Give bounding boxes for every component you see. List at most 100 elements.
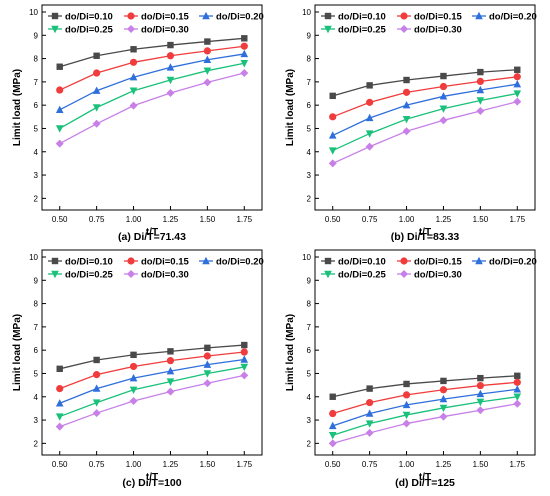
data-point bbox=[129, 73, 138, 81]
data-point bbox=[329, 409, 337, 418]
data-point bbox=[365, 130, 374, 138]
data-point bbox=[203, 370, 212, 378]
y-tick-label: 6 bbox=[34, 101, 39, 110]
data-point bbox=[240, 371, 249, 380]
data-point bbox=[166, 89, 175, 98]
data-point bbox=[402, 391, 411, 399]
data-point bbox=[92, 104, 101, 112]
legend-marker bbox=[51, 25, 59, 34]
data-point bbox=[439, 82, 448, 91]
y-tick-label: 9 bbox=[34, 276, 39, 285]
y-tick-label: 2 bbox=[307, 194, 312, 203]
legend-entry: do/Di=0.30 bbox=[414, 270, 462, 281]
legend-entry: do/Di=0.30 bbox=[414, 25, 462, 36]
data-point bbox=[439, 412, 448, 421]
data-point bbox=[92, 119, 101, 128]
legend-marker bbox=[400, 257, 408, 265]
legend-entry: do/Di=0.20 bbox=[216, 12, 264, 23]
data-point bbox=[328, 131, 337, 139]
series-line bbox=[332, 92, 518, 152]
legend-entry: do/Di=0.15 bbox=[141, 257, 189, 268]
x-tick-label: 1.00 bbox=[399, 460, 415, 469]
y-tick-label: 3 bbox=[307, 416, 312, 425]
data-point bbox=[513, 393, 522, 401]
legend-entry: do/Di=0.20 bbox=[216, 257, 264, 268]
data-point bbox=[366, 385, 373, 392]
legend-marker bbox=[400, 25, 408, 33]
data-point bbox=[402, 88, 411, 96]
y-tick-label: 4 bbox=[307, 393, 312, 402]
y-tick-label: 2 bbox=[34, 194, 39, 203]
data-point bbox=[55, 139, 64, 148]
data-point bbox=[240, 60, 249, 68]
legend-entry: do/Di=0.25 bbox=[65, 270, 113, 281]
data-point bbox=[129, 101, 138, 110]
data-point bbox=[166, 387, 175, 396]
data-point bbox=[130, 46, 137, 53]
legend-entry: do/Di=0.25 bbox=[338, 25, 386, 36]
x-tick-label: 1.50 bbox=[473, 215, 489, 224]
data-point bbox=[439, 394, 448, 403]
data-point bbox=[513, 385, 522, 393]
chart-caption: (b) Di/T=83.33 bbox=[391, 231, 460, 243]
x-tick-label: 1.50 bbox=[200, 215, 216, 224]
series-line bbox=[332, 76, 518, 118]
data-point bbox=[440, 377, 447, 385]
data-point bbox=[93, 52, 100, 59]
data-point bbox=[366, 98, 374, 106]
series-line bbox=[59, 344, 245, 370]
series-line bbox=[332, 69, 518, 97]
data-point bbox=[366, 398, 374, 407]
data-point bbox=[476, 381, 484, 390]
data-point bbox=[329, 113, 337, 121]
series-line bbox=[59, 374, 245, 428]
data-point bbox=[365, 420, 374, 428]
legend-marker bbox=[202, 11, 210, 20]
data-point bbox=[402, 419, 411, 428]
data-point bbox=[402, 127, 411, 136]
data-point bbox=[439, 386, 448, 394]
legend-marker bbox=[324, 270, 332, 279]
data-point bbox=[513, 378, 521, 386]
legend-entry: do/Di=0.15 bbox=[414, 257, 462, 268]
legend-entry: do/Di=0.30 bbox=[141, 25, 189, 36]
data-point bbox=[56, 365, 63, 373]
legend-marker bbox=[400, 270, 408, 278]
data-point bbox=[92, 384, 101, 392]
series-line bbox=[59, 53, 245, 111]
x-tick-label: 1.25 bbox=[436, 215, 452, 224]
data-point bbox=[513, 80, 522, 88]
data-point bbox=[203, 352, 211, 360]
y-tick-label: 3 bbox=[34, 171, 39, 180]
y-tick-label: 5 bbox=[34, 369, 39, 378]
x-tick-label: 0.75 bbox=[362, 460, 378, 469]
chart-caption: (d) Di/T=125 bbox=[395, 477, 455, 489]
data-point bbox=[513, 90, 522, 98]
data-point bbox=[513, 97, 522, 106]
y-axis-label: Limit load (MPa) bbox=[285, 314, 296, 391]
data-point bbox=[476, 106, 485, 115]
series-line bbox=[59, 358, 245, 404]
y-tick-label: 7 bbox=[307, 78, 312, 87]
data-point bbox=[328, 147, 337, 155]
x-tick-label: 1.25 bbox=[163, 460, 179, 469]
legend-entry: do/Di=0.15 bbox=[141, 12, 189, 23]
legend-marker bbox=[202, 256, 210, 265]
series-line bbox=[332, 403, 518, 444]
data-point bbox=[167, 348, 174, 355]
data-point bbox=[366, 82, 373, 89]
legend-marker bbox=[127, 12, 135, 20]
data-point bbox=[55, 105, 64, 114]
data-point bbox=[328, 439, 337, 448]
data-point bbox=[240, 355, 249, 363]
x-tick-label: 0.50 bbox=[52, 215, 68, 224]
y-tick-label: 9 bbox=[307, 276, 312, 285]
data-point bbox=[365, 142, 374, 151]
x-tick-label: 0.75 bbox=[89, 460, 105, 469]
y-tick-label: 3 bbox=[34, 416, 39, 425]
data-point bbox=[55, 125, 64, 133]
data-point bbox=[402, 115, 411, 124]
x-tick-label: 1.75 bbox=[509, 215, 525, 224]
legend-marker bbox=[324, 12, 332, 20]
